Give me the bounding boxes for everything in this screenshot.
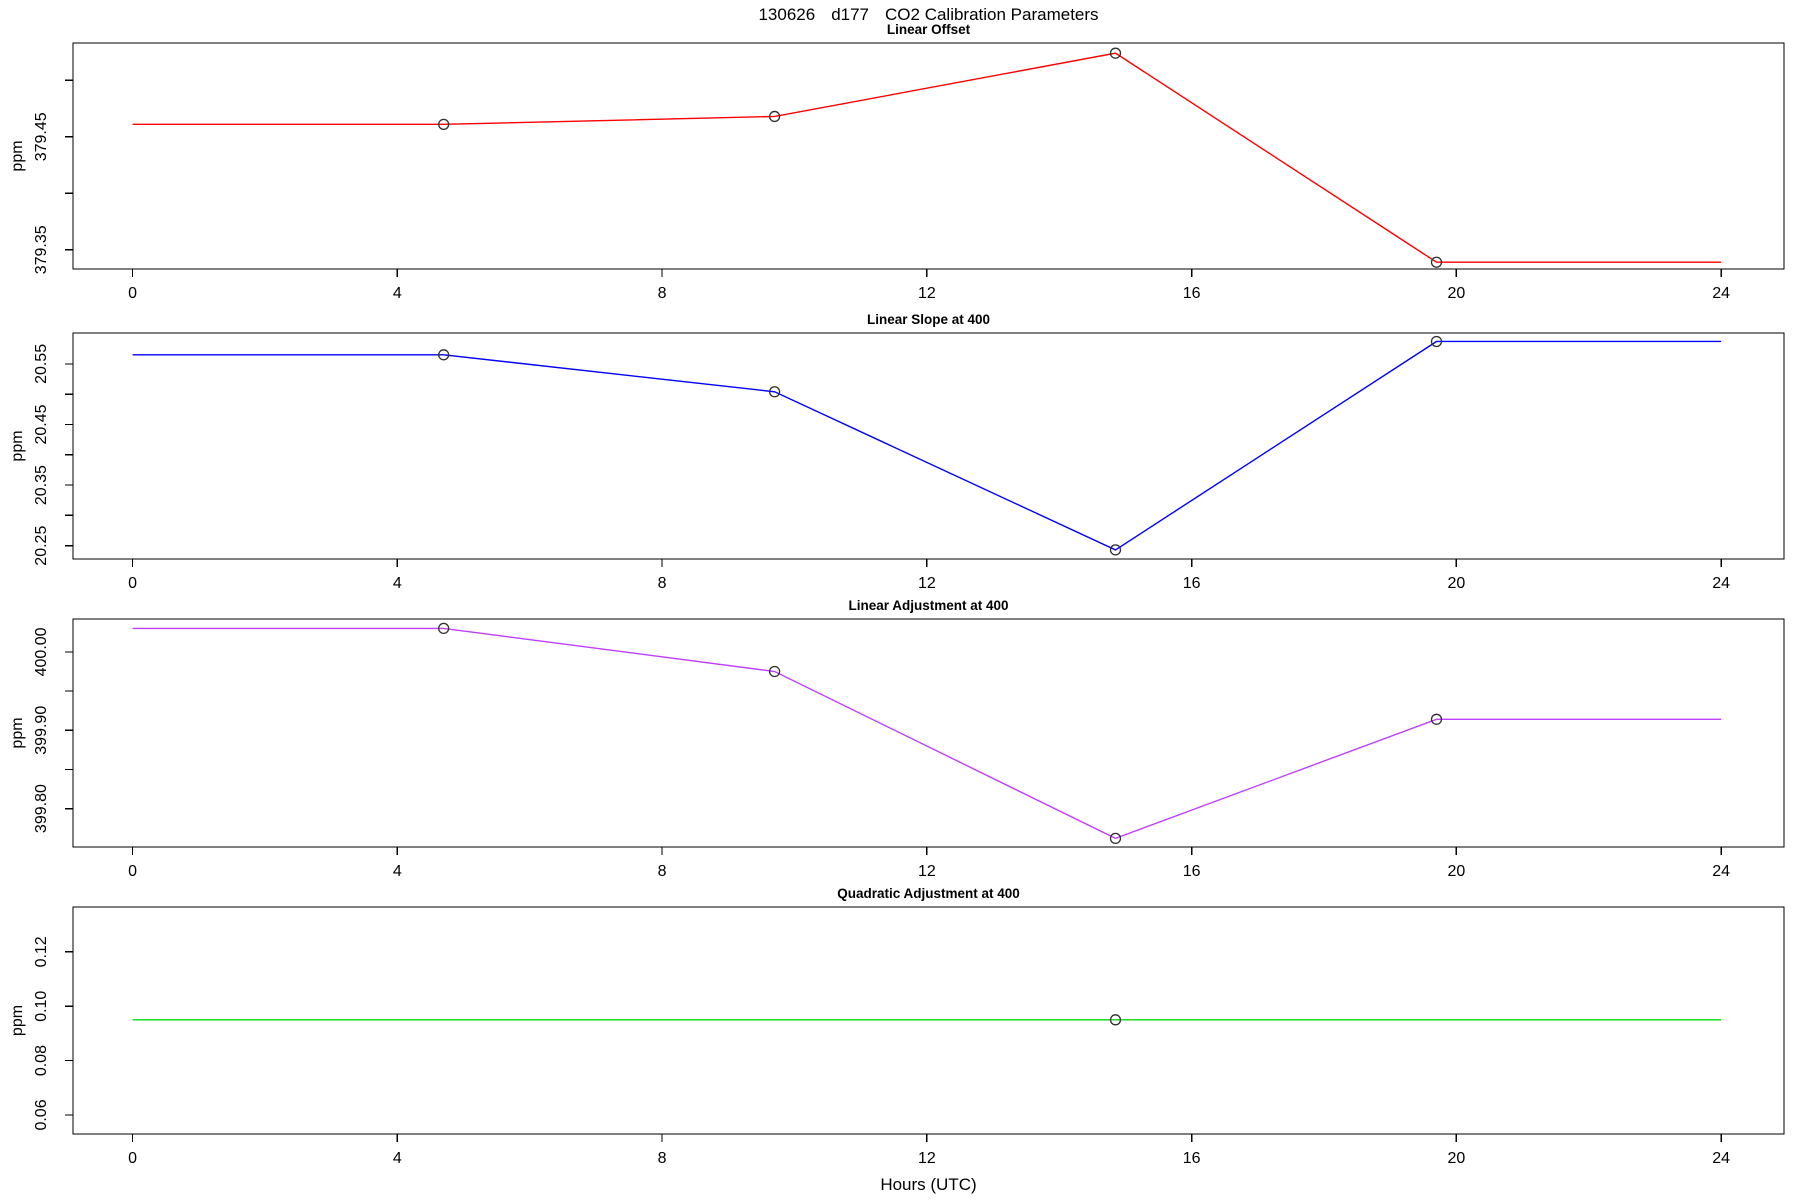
panel-linear-offset: Linear Offset 0 4 8 12 16 20 24 379.35 379.45 ppm <box>9 22 1785 302</box>
plot-frame <box>72 618 1785 848</box>
x-tick-label: 12 <box>918 1150 936 1167</box>
panel-linear-adjustment-at-400: Linear Adjustment at 400 0 4 8 12 16 20 24 399.8… <box>9 598 1785 880</box>
x-tick-label: 12 <box>918 285 936 302</box>
series-line <box>132 52 1722 263</box>
y-axis-label: ppm <box>9 430 26 461</box>
data-point <box>768 665 781 678</box>
x-tick-label: 0 <box>128 575 137 592</box>
x-tick-label: 4 <box>393 575 402 592</box>
y-tick-label: 0.10 <box>33 991 50 1022</box>
data-point <box>1109 832 1122 845</box>
y-tick-label: 399.80 <box>33 784 50 833</box>
x-tick-label: 12 <box>918 863 936 880</box>
panel-title: Linear Offset <box>887 22 971 37</box>
x-tick-label: 4 <box>393 1150 402 1167</box>
panel-linear-slope-at-400: Linear Slope at 400 0 4 8 12 16 20 24 20.25 20.35… <box>9 312 1785 592</box>
y-tick-label: 379.45 <box>33 112 50 161</box>
plot-frame <box>72 42 1785 270</box>
y-tick-label: 0.06 <box>33 1099 50 1130</box>
data-point <box>1109 47 1122 59</box>
panel-title: Linear Adjustment at 400 <box>848 598 1008 613</box>
series-line <box>132 340 1722 551</box>
x-tick-label: 8 <box>658 285 667 302</box>
y-axis-label: ppm <box>9 140 26 171</box>
series-line <box>132 627 1722 840</box>
x-tick-label: 12 <box>918 575 936 592</box>
data-point <box>1109 1014 1122 1026</box>
x-tick-label: 16 <box>1183 285 1201 302</box>
x-tick-label: 20 <box>1447 863 1465 880</box>
plot-frame <box>72 332 1785 560</box>
data-point <box>1109 544 1122 556</box>
y-tick-label: 20.55 <box>33 344 50 384</box>
x-tick-label: 24 <box>1712 863 1730 880</box>
x-tick-label: 8 <box>658 575 667 592</box>
x-tick-label: 24 <box>1712 575 1730 592</box>
x-tick-label: 20 <box>1447 1150 1465 1167</box>
y-tick-label: 399.90 <box>33 706 50 755</box>
data-point <box>438 622 450 635</box>
plot-frame <box>72 906 1785 1135</box>
data-point <box>1430 256 1443 268</box>
y-axis-label: ppm <box>9 1005 26 1036</box>
x-tick-label: 16 <box>1183 1150 1201 1167</box>
x-tick-label: 4 <box>393 285 402 302</box>
x-tick-label: 0 <box>128 1150 137 1167</box>
y-tick-label: 0.08 <box>33 1045 50 1076</box>
y-tick-label: 20.25 <box>33 526 50 566</box>
panel-title: Linear Slope at 400 <box>867 312 990 327</box>
x-tick-label: 0 <box>128 285 137 302</box>
page-title: 130626 d177 CO2 Calibration Parameters <box>758 5 1098 24</box>
data-point <box>1430 335 1443 348</box>
y-tick-label: 400.00 <box>33 627 50 676</box>
y-tick-label: 20.45 <box>33 404 50 444</box>
data-point <box>768 110 781 123</box>
panel-quadratic-adjustment-at-400: Quadratic Adjustment at 400 0 4 8 12 16 20 24 0.… <box>9 886 1785 1167</box>
x-tick-label: 0 <box>128 863 137 880</box>
panel-title: Quadratic Adjustment at 400 <box>837 886 1020 901</box>
x-tick-label: 8 <box>658 1150 667 1167</box>
data-point <box>1430 713 1443 725</box>
data-point <box>438 118 450 131</box>
y-tick-label: 20.35 <box>33 465 50 505</box>
y-tick-label: 379.35 <box>33 225 50 274</box>
data-point <box>768 386 781 398</box>
data-point <box>438 349 450 361</box>
y-axis-label: ppm <box>9 717 26 748</box>
x-tick-label: 24 <box>1712 1150 1730 1167</box>
x-tick-label: 20 <box>1447 285 1465 302</box>
x-tick-label: 16 <box>1183 863 1201 880</box>
x-tick-label: 8 <box>658 863 667 880</box>
x-tick-label: 16 <box>1183 575 1201 592</box>
x-tick-label: 20 <box>1447 575 1465 592</box>
x-tick-label: 4 <box>393 863 402 880</box>
x-tick-label: 24 <box>1712 285 1730 302</box>
x-axis-label: Hours (UTC) <box>880 1175 976 1194</box>
y-tick-label: 0.12 <box>33 936 50 967</box>
